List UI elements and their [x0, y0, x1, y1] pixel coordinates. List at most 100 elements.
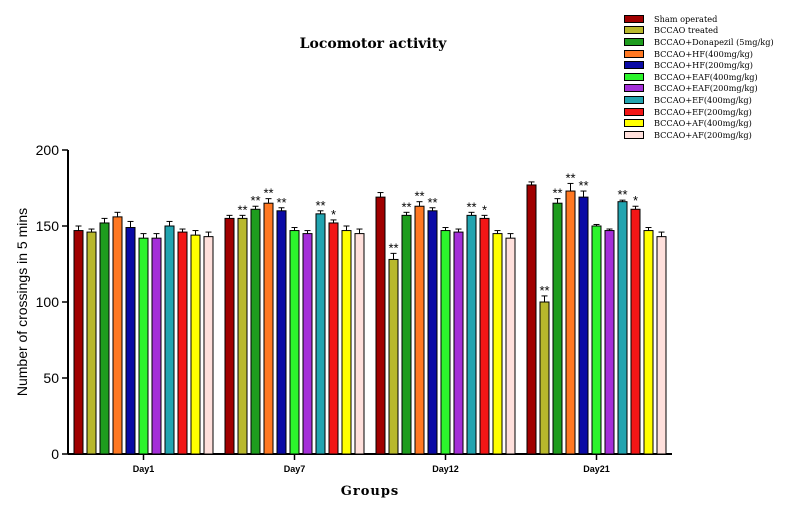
- legend-item: BCCAO+HF(400mg/kg): [624, 48, 800, 60]
- y-tick-label: 0: [51, 446, 59, 462]
- y-tick-label: 100: [36, 294, 60, 310]
- bar: [656, 236, 667, 455]
- x-axis-label: Groups: [340, 484, 400, 499]
- bar: [552, 202, 563, 455]
- bar: [604, 230, 615, 455]
- bar: [401, 214, 412, 455]
- significance-label: *: [482, 202, 487, 217]
- bar: [86, 231, 97, 455]
- legend-label: Sham operated: [654, 13, 718, 24]
- legend-item: BCCAO treated: [624, 25, 800, 37]
- significance-label: **: [427, 195, 437, 210]
- legend-swatch: [624, 119, 644, 128]
- legend-item: BCCAO+AF(200mg/kg): [624, 129, 800, 141]
- x-tick-label: Day21: [583, 464, 610, 474]
- bar: [578, 196, 589, 455]
- significance-label: **: [617, 187, 627, 202]
- bar: [138, 237, 149, 455]
- bar: [302, 233, 313, 455]
- bar: [492, 233, 503, 455]
- bar: [224, 217, 235, 455]
- bar: [237, 217, 248, 455]
- significance-label: **: [263, 186, 273, 201]
- bar: [341, 230, 352, 455]
- legend-item: BCCAO+EF(200mg/kg): [624, 106, 800, 118]
- legend-item: BCCAO+AF(400mg/kg): [624, 117, 800, 129]
- x-tick-label: Day12: [432, 464, 459, 474]
- legend-swatch: [624, 95, 644, 104]
- significance-label: **: [401, 199, 411, 214]
- bar: [263, 202, 274, 455]
- bar: [289, 230, 300, 455]
- significance-label: **: [552, 186, 562, 201]
- significance-label: **: [466, 199, 476, 214]
- legend-swatch: [624, 49, 644, 58]
- legend-label: BCCAO+EAF(200mg/kg): [654, 83, 758, 94]
- significance-label: **: [578, 178, 588, 193]
- bar: [112, 216, 123, 455]
- y-tick-label: 200: [36, 142, 60, 158]
- bar: [591, 225, 602, 455]
- bar: [414, 205, 425, 455]
- bar: [125, 227, 136, 455]
- legend-item: BCCAO+Donapezil (5mg/kg): [624, 36, 800, 48]
- legend-label: BCCAO+AF(200mg/kg): [654, 129, 752, 140]
- bar: [250, 208, 261, 455]
- significance-label: *: [633, 193, 638, 208]
- x-tick-label: Day1: [133, 464, 155, 474]
- legend-item: BCCAO+HF(200mg/kg): [624, 59, 800, 71]
- significance-label: *: [331, 207, 336, 222]
- bar: [99, 222, 110, 455]
- legend-label: BCCAO+AF(400mg/kg): [654, 118, 752, 129]
- bar: [177, 231, 188, 455]
- legend-item: Sham operated: [624, 13, 800, 25]
- bar: [354, 233, 365, 455]
- bar: [375, 196, 386, 455]
- legend-label: BCCAO treated: [654, 25, 719, 36]
- bar: [203, 236, 214, 455]
- significance-label: **: [539, 283, 549, 298]
- legend-item: BCCAO+EF(400mg/kg): [624, 94, 800, 106]
- legend-item: BCCAO+EAF(400mg/kg): [624, 71, 800, 83]
- legend-swatch: [624, 72, 644, 81]
- bar: [539, 301, 550, 455]
- bar: [388, 258, 399, 455]
- bar: [164, 225, 175, 455]
- y-tick-label: 50: [43, 370, 59, 386]
- legend: Sham operated BCCAO treated BCCAO+Donapezi…: [624, 13, 800, 141]
- legend-label: BCCAO+HF(400mg/kg): [654, 48, 753, 59]
- significance-label: **: [565, 170, 575, 185]
- bar: [466, 214, 477, 455]
- bar: [526, 184, 537, 455]
- bar: [630, 208, 641, 455]
- significance-label: **: [250, 193, 260, 208]
- x-tick-label: Day7: [284, 464, 306, 474]
- bar: [427, 210, 438, 455]
- legend-swatch: [624, 107, 644, 116]
- bar: [617, 201, 628, 455]
- legend-swatch: [624, 37, 644, 46]
- significance-label: **: [315, 198, 325, 213]
- bar: [505, 237, 516, 455]
- bar: [190, 234, 201, 455]
- legend-label: BCCAO+EF(400mg/kg): [654, 94, 752, 105]
- bar: [73, 230, 84, 455]
- y-tick-label: 150: [36, 218, 60, 234]
- legend-item: BCCAO+EAF(200mg/kg): [624, 83, 800, 95]
- significance-label: **: [237, 202, 247, 217]
- bar: [328, 222, 339, 455]
- legend-swatch: [624, 61, 644, 70]
- bar: [276, 210, 287, 455]
- significance-label: **: [414, 189, 424, 204]
- legend-label: BCCAO+Donapezil (5mg/kg): [654, 36, 774, 47]
- significance-label: **: [388, 240, 398, 255]
- legend-label: BCCAO+HF(200mg/kg): [654, 60, 753, 71]
- bar: [440, 230, 451, 455]
- legend-label: BCCAO+EF(200mg/kg): [654, 106, 752, 117]
- bar: [315, 213, 326, 455]
- legend-swatch: [624, 84, 644, 93]
- bar: [453, 231, 464, 455]
- legend-swatch: [624, 130, 644, 139]
